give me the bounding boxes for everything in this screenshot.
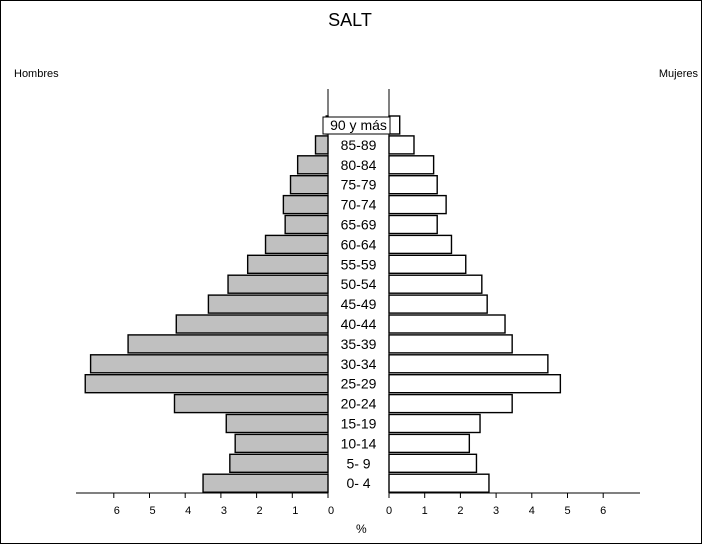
category-label: 60-64 xyxy=(341,236,377,252)
left-series-label: Hombres xyxy=(14,68,59,80)
category-label: 20-24 xyxy=(341,396,377,412)
right-tick-label: 3 xyxy=(493,505,499,517)
bar-mujeres xyxy=(388,314,506,334)
right-tick-label: 5 xyxy=(564,505,570,517)
category-label: 0- 4 xyxy=(346,475,370,491)
bar-mujeres xyxy=(388,214,438,235)
category-label: 35-39 xyxy=(341,336,377,352)
bar-mujeres xyxy=(388,174,438,195)
bar-hombres xyxy=(289,174,329,195)
left-tick-label: 6 xyxy=(114,505,120,517)
bar-mujeres xyxy=(388,194,447,215)
category-label: 15-19 xyxy=(341,416,377,432)
category-label: 70-74 xyxy=(341,197,377,213)
bar-mujeres xyxy=(388,155,435,175)
left-tick-label: 2 xyxy=(257,505,263,517)
right-tick-label: 6 xyxy=(600,505,606,517)
category-label: 45-49 xyxy=(341,296,377,312)
bar-hombres xyxy=(127,334,329,354)
bar-hombres xyxy=(227,274,329,294)
right-tick-label: 2 xyxy=(457,505,463,517)
bar-hombres xyxy=(314,135,329,155)
category-label: 65-69 xyxy=(341,217,377,233)
bar-hombres xyxy=(207,294,329,314)
category-label: 75-79 xyxy=(341,177,377,193)
bar-mujeres xyxy=(388,135,415,155)
bar-hombres xyxy=(282,194,329,215)
x-axis-label: % xyxy=(356,522,367,536)
bar-hombres xyxy=(225,413,329,434)
category-label: 10-14 xyxy=(341,435,377,451)
category-label: 80-84 xyxy=(341,157,377,173)
left-tick-label: 3 xyxy=(221,505,227,517)
bar-mujeres xyxy=(388,413,481,434)
right-tick-label: 4 xyxy=(529,505,535,517)
top-category-box xyxy=(322,116,391,135)
bar-mujeres xyxy=(388,274,483,294)
chart-title: SALT xyxy=(328,10,372,30)
right-tick-label: 0 xyxy=(386,505,392,517)
bar-hombres xyxy=(84,374,329,394)
bar-mujeres xyxy=(388,393,513,414)
category-label: 5- 9 xyxy=(346,455,370,471)
bar-mujeres xyxy=(388,334,513,354)
bar-hombres xyxy=(284,214,329,235)
category-label: 85-89 xyxy=(341,137,377,153)
category-label: 50-54 xyxy=(341,276,377,292)
left-tick-label: 0 xyxy=(328,505,334,517)
bar-mujeres xyxy=(388,115,401,135)
right-tick-label: 1 xyxy=(422,505,428,517)
bar-hombres xyxy=(202,473,329,493)
bar-hombres xyxy=(175,314,329,334)
bar-mujeres xyxy=(388,473,490,493)
bar-mujeres xyxy=(388,254,467,275)
bar-mujeres xyxy=(388,354,549,374)
bar-mujeres xyxy=(388,234,453,255)
category-label: 55-59 xyxy=(341,256,377,272)
category-label: 40-44 xyxy=(341,316,377,332)
bar-hombres xyxy=(173,393,329,414)
left-tick-label: 4 xyxy=(185,505,191,517)
bar-mujeres xyxy=(388,294,488,314)
category-label: 25-29 xyxy=(341,376,377,392)
left-tick-label: 5 xyxy=(149,505,155,517)
bar-hombres xyxy=(264,234,329,255)
category-label: 90 y más xyxy=(330,117,387,133)
bar-hombres xyxy=(296,155,329,175)
bar-hombres xyxy=(89,354,329,374)
bar-hombres xyxy=(234,433,329,454)
left-tick-label: 1 xyxy=(292,505,298,517)
bar-hombres xyxy=(229,453,329,473)
bar-mujeres xyxy=(388,433,471,454)
right-series-label: Mujeres xyxy=(658,68,698,80)
bar-hombres xyxy=(246,254,329,275)
bar-mujeres xyxy=(388,453,478,473)
bar-mujeres xyxy=(388,374,562,394)
category-label: 30-34 xyxy=(341,356,377,372)
